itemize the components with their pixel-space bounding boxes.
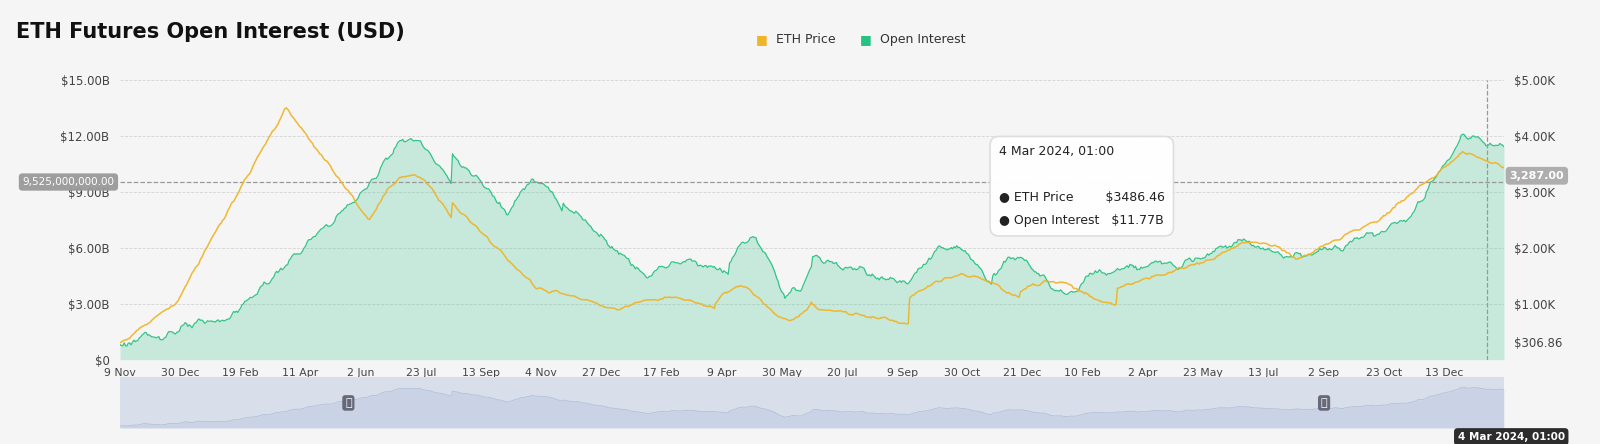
Text: ⏸: ⏸ [1320, 398, 1328, 408]
Text: 4 Mar 2024, 01:00: 4 Mar 2024, 01:00 [1458, 432, 1565, 442]
Text: ■: ■ [757, 33, 768, 47]
Text: 3,287.00: 3,287.00 [1509, 171, 1565, 181]
Text: ETH Futures Open Interest (USD): ETH Futures Open Interest (USD) [16, 22, 405, 42]
Text: ■: ■ [861, 33, 872, 47]
Text: ⏸: ⏸ [346, 398, 352, 408]
Text: Open Interest: Open Interest [880, 33, 965, 47]
Text: 4 Mar 2024, 01:00

● ETH Price        $3486.46
● Open Interest   $11.77B: 4 Mar 2024, 01:00 ● ETH Price $3486.46 ●… [998, 145, 1165, 227]
Text: 9,525,000,000.00: 9,525,000,000.00 [22, 177, 115, 187]
Text: ETH Price: ETH Price [776, 33, 835, 47]
Bar [120, 377, 1504, 428]
